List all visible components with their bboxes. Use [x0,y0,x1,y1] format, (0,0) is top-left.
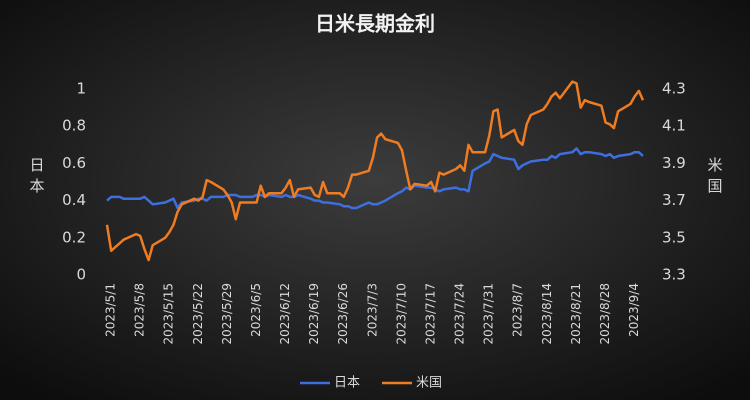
y2-tick-label: 3.5 [662,228,686,246]
x-tick-label: 2023/5/22 [191,283,205,345]
y2-tick-label: 4.3 [662,80,686,98]
x-tick-label: 2023/8/14 [540,283,554,345]
y2-axis-label: 米国 [706,157,724,199]
x-tick-label: 2023/5/15 [162,283,176,345]
y-tick-label: 0.8 [62,117,86,135]
x-tick-label: 2023/5/1 [104,283,118,337]
x-tick-label: 2023/7/24 [453,283,467,345]
x-tick-label: 2023/7/31 [482,283,496,345]
x-tick-label: 2023/7/17 [423,283,437,345]
y-tick-label: 0 [76,266,86,284]
y-axis-label: 日本 [28,157,46,199]
x-tick-label: 2023/8/21 [569,283,583,345]
x-tick-label: 2023/7/10 [394,283,408,345]
legend-label: 日本 [334,376,360,391]
y2-tick-label: 3.9 [662,154,686,172]
y2-tick-label: 4.1 [662,117,686,135]
y2-tick-label: 3.3 [662,266,686,284]
x-tick-label: 2023/6/12 [278,283,292,345]
x-tick-label: 2023/6/26 [336,283,350,345]
y2-tick-label: 3.7 [662,191,686,209]
legend-label: 米国 [416,376,442,391]
x-tick-label: 2023/6/5 [249,283,263,337]
x-tick-label: 2023/9/4 [627,283,641,337]
y-tick-label: 0.6 [62,154,86,172]
x-tick-label: 2023/6/19 [307,283,321,345]
x-tick-label: 2023/7/3 [365,283,379,337]
y-tick-label: 1 [76,80,86,98]
x-tick-label: 2023/5/8 [133,283,147,337]
series-line [105,80,645,262]
x-tick-label: 2023/8/28 [598,283,612,345]
y-tick-label: 0.2 [62,228,86,246]
x-tick-label: 2023/8/7 [511,283,525,337]
chart-title: 日米長期金利 [315,12,435,36]
x-tick-label: 2023/5/29 [220,283,234,345]
y-tick-label: 0.4 [62,191,86,209]
